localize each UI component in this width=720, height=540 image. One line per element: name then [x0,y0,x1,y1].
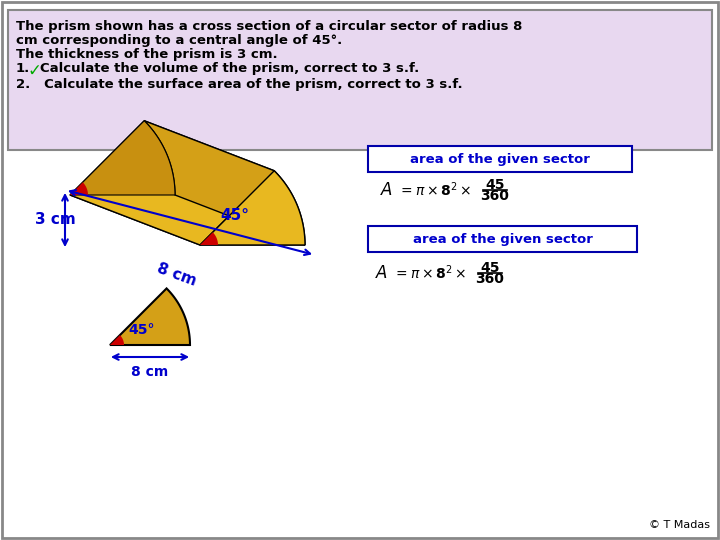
Polygon shape [70,195,305,245]
Text: 1.: 1. [16,62,30,75]
Polygon shape [110,288,190,345]
Polygon shape [70,121,175,195]
Text: 8 cm: 8 cm [155,261,199,289]
Text: area of the given sector: area of the given sector [413,233,593,246]
Polygon shape [144,121,305,245]
Text: area of the given sector: area of the given sector [410,152,590,165]
Text: Calculate the volume of the prism, correct to 3 s.f.: Calculate the volume of the prism, corre… [40,62,419,75]
Polygon shape [200,232,218,245]
Text: $A$: $A$ [375,264,388,282]
Polygon shape [200,171,305,245]
Text: 45°: 45° [128,323,155,337]
Polygon shape [70,121,274,245]
FancyBboxPatch shape [368,146,632,172]
Text: cm corresponding to a central angle of 45°.: cm corresponding to a central angle of 4… [16,34,342,47]
Text: 2.   Calculate the surface area of the prism, correct to 3 s.f.: 2. Calculate the surface area of the pri… [16,78,463,91]
Text: 8 cm: 8 cm [131,365,168,379]
Polygon shape [70,183,88,195]
Text: The prism shown has a cross section of a circular sector of radius 8: The prism shown has a cross section of a… [16,20,523,33]
Text: ✓: ✓ [28,62,42,80]
Text: $= \pi \times \mathbf{8}^2 \times$: $= \pi \times \mathbf{8}^2 \times$ [393,264,467,282]
Text: 360: 360 [476,272,505,286]
Polygon shape [110,335,124,345]
Text: The thickness of the prism is 3 cm.: The thickness of the prism is 3 cm. [16,48,278,61]
Text: 3 cm: 3 cm [35,213,76,227]
Text: 45°: 45° [220,208,249,223]
Text: $A$: $A$ [380,181,393,199]
Text: $= \pi \times \mathbf{8}^2 \times$: $= \pi \times \mathbf{8}^2 \times$ [398,181,471,199]
Text: 45: 45 [485,178,505,192]
FancyBboxPatch shape [368,226,637,252]
Text: 360: 360 [480,189,510,203]
FancyBboxPatch shape [8,10,712,150]
Text: 45: 45 [480,261,500,275]
Text: © T Madas: © T Madas [649,520,710,530]
